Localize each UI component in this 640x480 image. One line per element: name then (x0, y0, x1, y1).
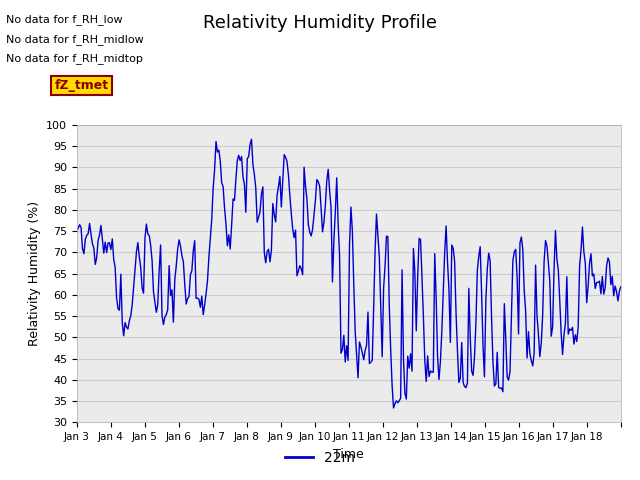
X-axis label: Time: Time (333, 448, 364, 461)
Text: Relativity Humidity Profile: Relativity Humidity Profile (203, 14, 437, 33)
Text: fZ_tmet: fZ_tmet (54, 79, 109, 92)
Y-axis label: Relativity Humidity (%): Relativity Humidity (%) (28, 201, 40, 346)
Text: No data for f_RH_midtop: No data for f_RH_midtop (6, 53, 143, 64)
Text: No data for f_RH_midlow: No data for f_RH_midlow (6, 34, 144, 45)
Legend: 22m: 22m (280, 445, 360, 471)
Text: No data for f_RH_low: No data for f_RH_low (6, 14, 123, 25)
